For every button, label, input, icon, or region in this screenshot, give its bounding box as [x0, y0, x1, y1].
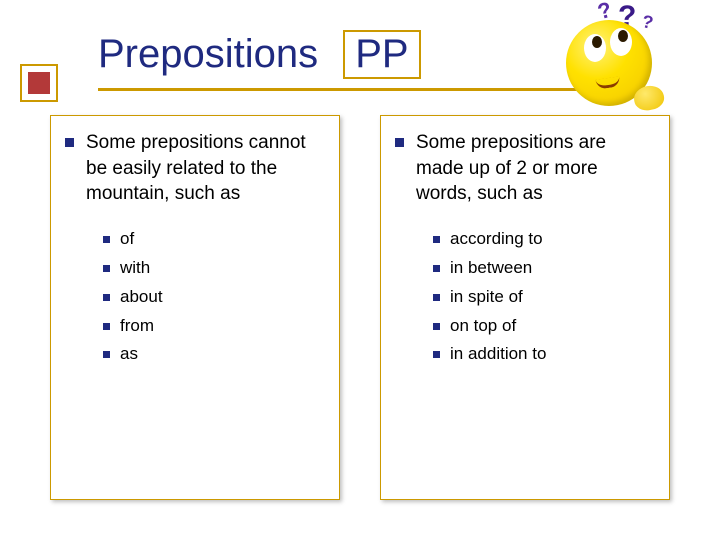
- left-sublist: of with about from as: [65, 225, 323, 369]
- content-columns: Some prepositions cannot be easily relat…: [50, 115, 670, 500]
- title-decor-inner-square: [28, 72, 50, 94]
- list-item-text: of: [120, 225, 134, 254]
- list-item: according to: [433, 225, 653, 254]
- list-item-text: from: [120, 312, 154, 341]
- emoji-eye: [584, 34, 606, 62]
- list-item: in between: [433, 254, 653, 283]
- thinking-emoji-icon: ? ? ?: [560, 2, 670, 112]
- list-item: on top of: [433, 312, 653, 341]
- list-item-text: about: [120, 283, 163, 312]
- list-item: about: [103, 283, 323, 312]
- square-bullet-icon: [433, 323, 440, 330]
- square-bullet-icon: [395, 138, 404, 147]
- title-main: Prepositions: [98, 32, 318, 76]
- square-bullet-icon: [103, 265, 110, 272]
- list-item: in spite of: [433, 283, 653, 312]
- square-bullet-icon: [103, 236, 110, 243]
- list-item-text: in spite of: [450, 283, 523, 312]
- list-item-text: on top of: [450, 312, 516, 341]
- list-item: as: [103, 340, 323, 369]
- square-bullet-icon: [65, 138, 74, 147]
- square-bullet-icon: [433, 294, 440, 301]
- title-underline: [98, 88, 638, 91]
- left-paragraph: Some prepositions cannot be easily relat…: [65, 130, 323, 207]
- right-para-text: Some prepositions are made up of 2 or mo…: [416, 130, 653, 207]
- title-boxed-abbrev: PP: [343, 30, 420, 79]
- list-item-text: with: [120, 254, 150, 283]
- left-column-box: Some prepositions cannot be easily relat…: [50, 115, 340, 500]
- list-item: in addition to: [433, 340, 653, 369]
- list-item: from: [103, 312, 323, 341]
- right-sublist: according to in between in spite of on t…: [395, 225, 653, 369]
- square-bullet-icon: [103, 351, 110, 358]
- list-item: with: [103, 254, 323, 283]
- square-bullet-icon: [103, 294, 110, 301]
- right-paragraph: Some prepositions are made up of 2 or mo…: [395, 130, 653, 207]
- list-item-text: in addition to: [450, 340, 546, 369]
- list-item-text: in between: [450, 254, 532, 283]
- list-item-text: according to: [450, 225, 543, 254]
- right-column-box: Some prepositions are made up of 2 or mo…: [380, 115, 670, 500]
- square-bullet-icon: [433, 351, 440, 358]
- square-bullet-icon: [433, 265, 440, 272]
- square-bullet-icon: [433, 236, 440, 243]
- emoji-mouth: [595, 76, 620, 89]
- list-item-text: as: [120, 340, 138, 369]
- slide-title: Prepositions PP: [98, 30, 421, 79]
- emoji-eye: [610, 28, 632, 56]
- list-item: of: [103, 225, 323, 254]
- left-para-text: Some prepositions cannot be easily relat…: [86, 130, 323, 207]
- question-mark-icon: ?: [640, 11, 655, 34]
- square-bullet-icon: [103, 323, 110, 330]
